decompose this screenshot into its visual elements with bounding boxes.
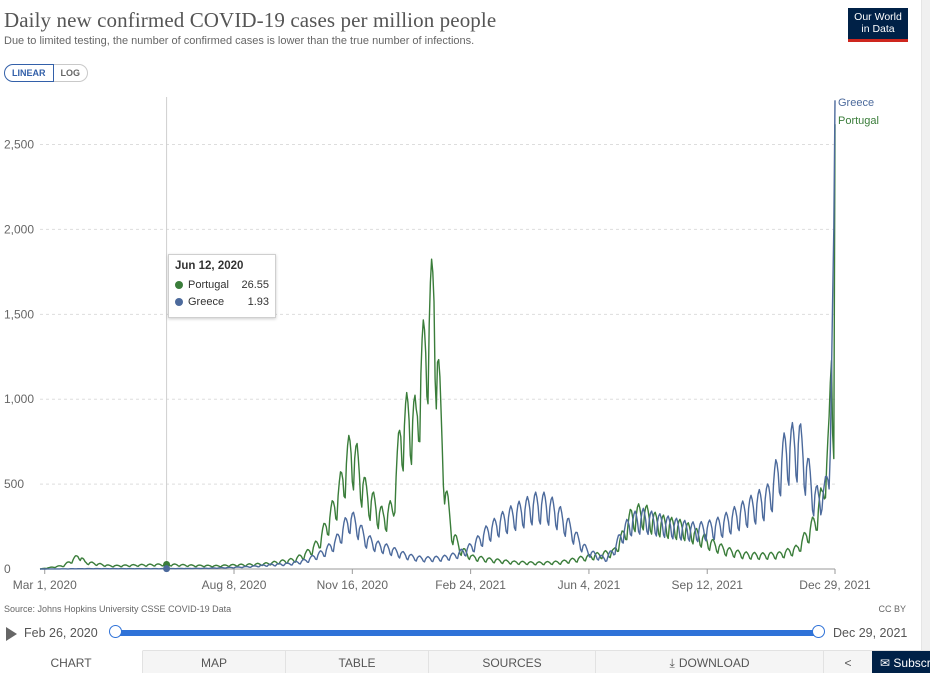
tab-bar: CHART MAP TABLE SOURCES ⤓ DOWNLOAD < ✉ Su… xyxy=(0,650,930,673)
tab-map[interactable]: MAP xyxy=(143,651,286,673)
timeline-start-handle[interactable] xyxy=(109,625,122,638)
y-tick-label: 2,000 xyxy=(4,222,34,236)
series-line-greece xyxy=(40,100,836,570)
timeline-track[interactable] xyxy=(115,630,819,636)
series-lines xyxy=(39,100,836,573)
subscribe-label: Subscribe xyxy=(893,656,930,670)
play-icon[interactable] xyxy=(6,627,17,641)
hover-point-greece xyxy=(163,565,171,573)
y-tick-label: 0 xyxy=(4,562,11,576)
owid-logo[interactable]: Our World in Data xyxy=(848,8,908,42)
legend-label-portugal: Portugal xyxy=(838,115,879,127)
timeline-start-date: Feb 26, 2020 xyxy=(24,626,98,640)
tooltip-name-greece: Greece xyxy=(188,295,225,308)
timeline-end-handle[interactable] xyxy=(812,625,825,638)
y-tick-label: 1,500 xyxy=(4,307,34,321)
tab-table[interactable]: TABLE xyxy=(286,651,429,673)
tab-chart[interactable]: CHART xyxy=(0,650,143,673)
greece-color-dot xyxy=(175,297,183,306)
gridlines xyxy=(40,97,835,570)
portugal-color-dot xyxy=(175,280,183,289)
y-tick-label: 500 xyxy=(4,477,24,491)
x-tick-label: Feb 24, 2021 xyxy=(435,578,506,592)
y-axis: 0 500 1,000 1,500 2,000 2,500 xyxy=(4,138,34,576)
download-icon: ⤓ xyxy=(669,656,675,670)
logo-line-1: Our World xyxy=(854,11,902,23)
logo-line-2: in Data xyxy=(861,23,895,35)
tooltip-row-greece: Greece 1.93 xyxy=(175,293,269,310)
tooltip-row-portugal: Portugal 26.55 xyxy=(175,276,269,293)
x-tick-label: Dec 29, 2021 xyxy=(799,578,871,592)
chart-subtitle: Due to limited testing, the number of co… xyxy=(4,35,475,47)
x-tick-label: Nov 16, 2020 xyxy=(317,578,389,592)
series-line-portugal xyxy=(39,124,836,570)
tooltip-value-greece: 1.93 xyxy=(247,295,269,308)
legend-label-greece: Greece xyxy=(838,97,874,109)
tab-download[interactable]: ⤓ DOWNLOAD xyxy=(596,651,824,673)
x-tick-label: Jun 4, 2021 xyxy=(558,578,621,592)
x-tick-label: Mar 1, 2020 xyxy=(13,578,77,592)
x-tick-label: Sep 12, 2021 xyxy=(672,578,744,592)
y-tick-label: 1,000 xyxy=(4,392,34,406)
tab-sources[interactable]: SOURCES xyxy=(429,651,596,673)
hover-tooltip: Jun 12, 2020 Portugal 26.55 Greece 1.93 xyxy=(168,254,276,318)
page-scrollbar[interactable] xyxy=(921,0,930,650)
x-tick-label: Aug 8, 2020 xyxy=(202,578,267,592)
timeline-end-date: Dec 29, 2021 xyxy=(833,626,908,640)
source-note[interactable]: Source: Johns Hopkins University CSSE CO… xyxy=(4,604,232,614)
tooltip-value-portugal: 26.55 xyxy=(241,278,269,291)
linear-scale-button[interactable]: LINEAR xyxy=(4,64,54,82)
chart-title: Daily new confirmed COVID-19 cases per m… xyxy=(4,8,497,32)
tooltip-name-portugal: Portugal xyxy=(188,278,229,291)
y-tick-label: 2,500 xyxy=(4,138,34,152)
share-icon[interactable]: < xyxy=(844,656,852,670)
tab-download-label: DOWNLOAD xyxy=(678,656,750,670)
mail-icon: ✉ xyxy=(880,656,891,670)
license-link[interactable]: CC BY xyxy=(878,604,906,614)
x-axis: Mar 1, 2020 Aug 8, 2020 Nov 16, 2020 Feb 24… xyxy=(13,569,871,592)
legend: Greece Portugal xyxy=(838,97,879,127)
tooltip-date: Jun 12, 2020 xyxy=(175,260,244,272)
subscribe-button[interactable]: ✉ Subscribe xyxy=(872,651,930,673)
line-chart[interactable]: 0 500 1,000 1,500 2,000 2,500 Mar 1, 2020 Aug … xyxy=(0,0,930,600)
log-scale-button[interactable]: LOG xyxy=(53,64,88,82)
scale-toggle: LINEAR LOG xyxy=(4,64,88,82)
